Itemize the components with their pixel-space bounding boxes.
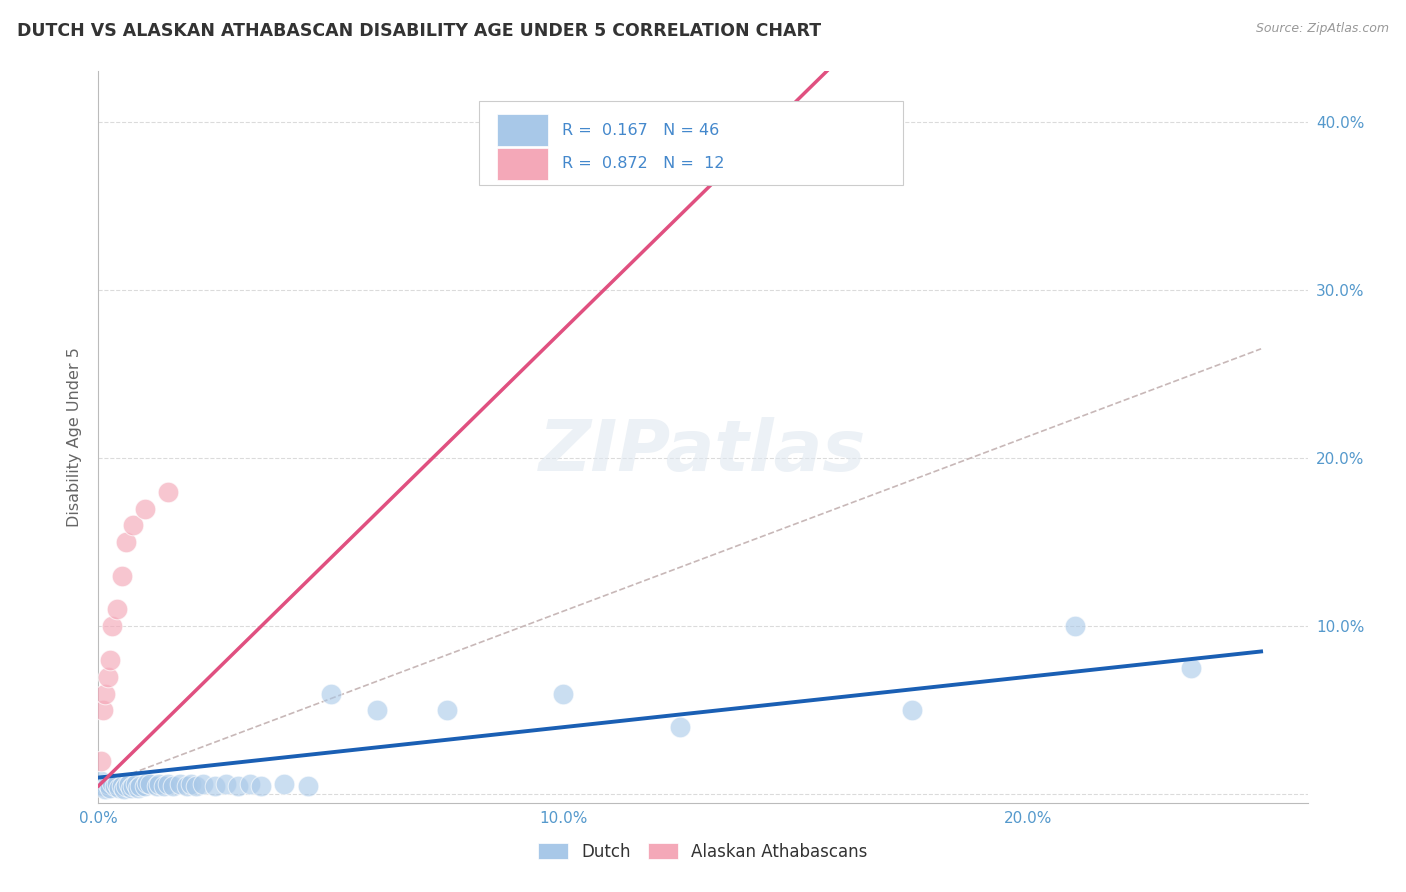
Point [148, 777, 170, 791]
Point [105, 602, 128, 616]
Text: Source: ZipAtlas.com: Source: ZipAtlas.com [1256, 22, 1389, 36]
Text: R =  0.872   N =  12: R = 0.872 N = 12 [561, 156, 724, 171]
Point [134, 501, 156, 516]
Point [118, 777, 141, 791]
Point [215, 777, 238, 791]
Point [101, 775, 124, 789]
Point [134, 779, 156, 793]
Legend: Dutch, Alaskan Athabascans: Dutch, Alaskan Athabascans [531, 837, 875, 868]
Point [1180, 661, 1202, 675]
Point [204, 779, 226, 793]
Point [436, 703, 458, 717]
Point [157, 484, 180, 499]
FancyBboxPatch shape [479, 101, 903, 185]
Point [129, 779, 152, 793]
Point [115, 779, 138, 793]
Point [111, 569, 134, 583]
Point [105, 777, 128, 791]
Point [145, 779, 167, 793]
Point [90, 754, 112, 768]
Point [94, 782, 117, 797]
Point [111, 779, 134, 793]
Point [239, 777, 262, 791]
Point [108, 780, 131, 795]
Point [104, 779, 127, 793]
Point [176, 779, 198, 793]
Text: DUTCH VS ALASKAN ATHABASCAN DISABILITY AGE UNDER 5 CORRELATION CHART: DUTCH VS ALASKAN ATHABASCAN DISABILITY A… [17, 22, 821, 40]
Point [122, 518, 145, 533]
Point [180, 777, 202, 791]
Point [319, 686, 342, 700]
Point [98, 653, 121, 667]
FancyBboxPatch shape [498, 114, 548, 146]
Point [1064, 619, 1087, 633]
Point [250, 779, 273, 793]
Point [120, 780, 142, 795]
Point [668, 720, 690, 734]
Point [90, 773, 112, 788]
Text: R =  0.167   N = 46: R = 0.167 N = 46 [561, 122, 718, 137]
Point [127, 780, 149, 795]
Point [366, 703, 388, 717]
Point [152, 779, 174, 793]
Point [115, 535, 138, 549]
Point [273, 777, 295, 791]
Point [101, 619, 124, 633]
Point [98, 780, 121, 795]
Point [901, 703, 924, 717]
Point [184, 779, 207, 793]
Point [138, 777, 160, 791]
Point [191, 777, 214, 791]
Point [136, 775, 159, 789]
Point [157, 777, 180, 791]
Point [122, 779, 145, 793]
Point [94, 686, 117, 700]
Point [553, 686, 575, 700]
Point [169, 777, 191, 791]
Point [162, 779, 184, 793]
Point [91, 703, 114, 717]
Point [112, 782, 135, 797]
Point [297, 779, 319, 793]
Point [226, 779, 249, 793]
Point [124, 777, 146, 791]
Point [97, 777, 120, 791]
FancyBboxPatch shape [498, 147, 548, 180]
Y-axis label: Disability Age Under 5: Disability Age Under 5 [67, 347, 83, 527]
Text: ZIPatlas: ZIPatlas [540, 417, 866, 486]
Point [91, 779, 114, 793]
Point [97, 670, 120, 684]
